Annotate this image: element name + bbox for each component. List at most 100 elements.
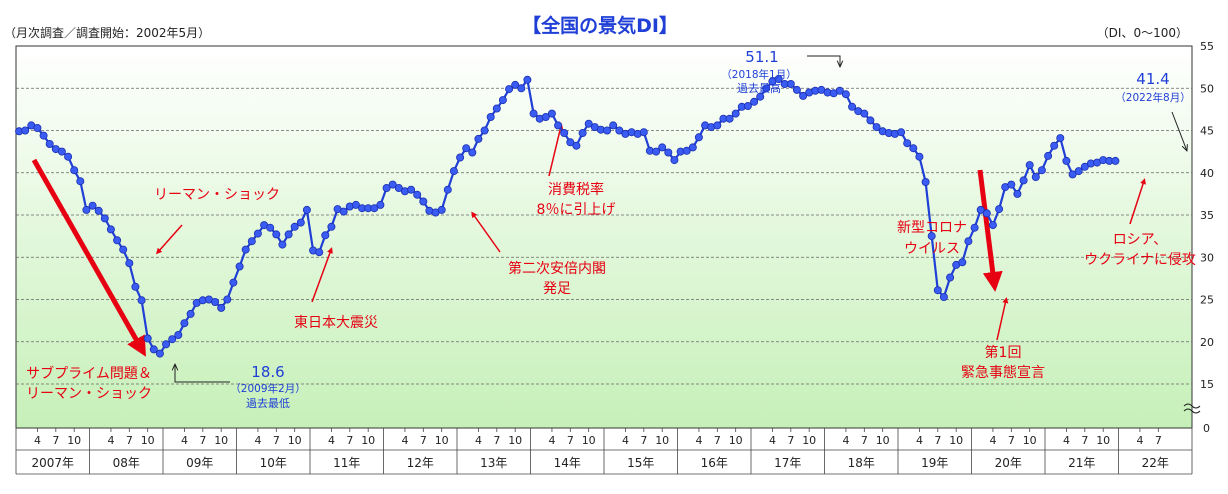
data-point	[1037, 166, 1046, 175]
plot-area	[15, 45, 1193, 429]
data-point	[370, 204, 379, 213]
year-label: 21年	[1068, 456, 1095, 470]
data-point	[848, 102, 857, 111]
max-value-label: 51.1	[745, 48, 778, 66]
data-point	[180, 319, 189, 328]
data-point	[388, 180, 397, 189]
data-point	[572, 141, 581, 150]
y-tick-label: 20	[1200, 336, 1214, 349]
data-point	[119, 245, 128, 254]
month-tick-label: 10	[361, 434, 375, 447]
arrow-ukraine	[1129, 178, 1146, 225]
month-tick-label: 10	[802, 434, 816, 447]
data-point	[449, 167, 458, 176]
data-point	[186, 309, 195, 318]
data-point	[168, 335, 177, 344]
data-point	[468, 148, 477, 157]
month-tick-label: 4	[328, 434, 335, 447]
data-point	[946, 273, 955, 282]
month-tick-label: 10	[435, 434, 449, 447]
y-tick-label: 45	[1200, 125, 1214, 138]
year-label: 22年	[1142, 456, 1169, 470]
data-point	[315, 248, 324, 257]
year-label: 2007年	[31, 456, 74, 470]
data-point	[235, 262, 244, 271]
data-point	[872, 123, 881, 132]
year-label: 12年	[407, 456, 434, 470]
data-point	[498, 96, 507, 105]
year-label: 19年	[921, 456, 948, 470]
data-point	[903, 139, 912, 148]
month-tick-label: 10	[141, 434, 155, 447]
data-point	[670, 156, 679, 165]
y-tick-label: 55	[1200, 40, 1214, 53]
covid-sub-label: ウイルス	[904, 241, 960, 257]
data-point	[517, 84, 526, 93]
data-point	[897, 128, 906, 137]
y-axis: 55 50 45 40 35 30 25 20 15 0	[1183, 40, 1214, 435]
data-point	[566, 138, 575, 147]
month-tick-label: 7	[199, 434, 206, 447]
data-point	[541, 113, 550, 122]
data-point	[462, 144, 471, 153]
chart-subtitle: （月次調査／調査開始：2002年5月）	[4, 26, 210, 40]
year-label: 11年	[333, 456, 360, 470]
ukraine-label: ロシア、	[1113, 232, 1168, 248]
data-point	[750, 97, 759, 106]
month-tick-label: 7	[567, 434, 574, 447]
data-point	[835, 86, 844, 95]
data-point	[443, 185, 452, 194]
abe-sub-label: 発足	[543, 281, 571, 297]
month-tick-label: 7	[126, 434, 133, 447]
data-point	[1044, 151, 1053, 160]
data-point	[682, 146, 691, 155]
year-label: 08年	[113, 456, 140, 470]
month-tick-label: 4	[401, 434, 408, 447]
earthquake-label: 東日本大震災	[294, 315, 378, 331]
min-note-label: 過去最低	[246, 397, 290, 410]
data-point	[927, 232, 936, 241]
data-point	[253, 229, 262, 238]
max-date-label: （2018年1月）	[721, 68, 796, 81]
data-point	[1111, 156, 1120, 165]
month-tick-label: 4	[622, 434, 629, 447]
data-point	[217, 303, 226, 312]
month-tick-label: 4	[916, 434, 923, 447]
year-label: 09年	[186, 456, 213, 470]
data-point	[1025, 161, 1034, 170]
data-point	[652, 147, 661, 156]
month-tick-label: 4	[107, 434, 114, 447]
data-point	[327, 222, 336, 231]
month-tick-label: 7	[273, 434, 280, 447]
data-point	[1007, 180, 1016, 189]
month-tick-label: 7	[346, 434, 353, 447]
data-point	[921, 177, 930, 186]
data-point	[125, 259, 134, 268]
month-tick-label: 10	[1023, 434, 1037, 447]
month-tick-label: 4	[1136, 434, 1143, 447]
month-tick-label: 7	[1155, 434, 1162, 447]
data-point	[1019, 176, 1028, 185]
month-tick-label: 10	[582, 434, 596, 447]
data-point	[995, 205, 1004, 214]
data-point	[394, 183, 403, 192]
data-point	[474, 134, 483, 143]
emergency-label: 第1回	[985, 344, 1022, 361]
data-point	[155, 349, 164, 358]
pointer-min	[175, 364, 230, 383]
data-point	[284, 230, 293, 239]
year-label: 20年	[995, 456, 1022, 470]
data-point	[799, 91, 808, 100]
data-point	[756, 92, 765, 101]
month-tick-label: 4	[842, 434, 849, 447]
data-point	[247, 237, 256, 246]
data-point	[272, 230, 281, 239]
arrow-tax	[548, 123, 564, 177]
y-tick-label: 35	[1200, 209, 1214, 222]
data-point	[33, 124, 42, 133]
data-point	[609, 121, 618, 130]
arrow-lehman	[156, 224, 183, 255]
data-point	[229, 278, 238, 287]
tax-label: 消費税率	[548, 181, 604, 198]
month-tick-label: 7	[861, 434, 868, 447]
